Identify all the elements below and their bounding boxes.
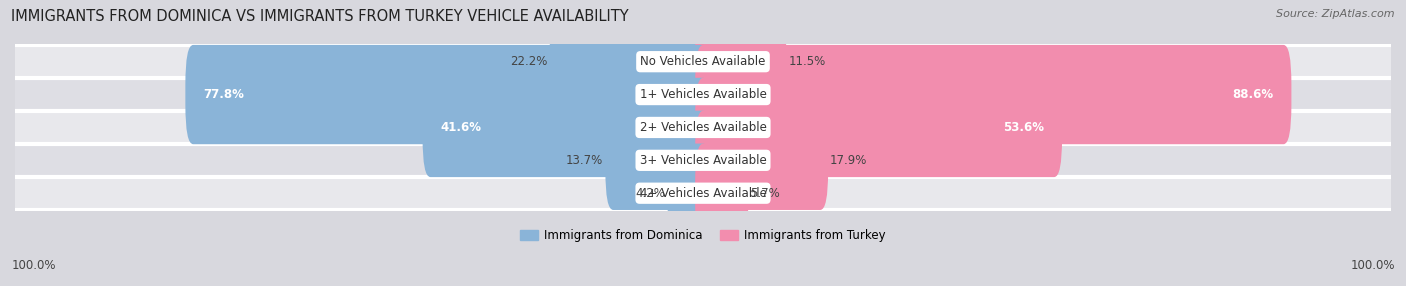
FancyBboxPatch shape [668, 144, 711, 243]
Text: 41.6%: 41.6% [440, 121, 481, 134]
FancyBboxPatch shape [15, 144, 1391, 177]
FancyBboxPatch shape [15, 177, 1391, 210]
Text: 4+ Vehicles Available: 4+ Vehicles Available [640, 187, 766, 200]
Text: 88.6%: 88.6% [1233, 88, 1274, 101]
Text: 11.5%: 11.5% [789, 55, 825, 68]
Text: 22.2%: 22.2% [510, 55, 548, 68]
Text: 1+ Vehicles Available: 1+ Vehicles Available [640, 88, 766, 101]
FancyBboxPatch shape [423, 78, 711, 177]
FancyBboxPatch shape [606, 111, 711, 210]
Text: IMMIGRANTS FROM DOMINICA VS IMMIGRANTS FROM TURKEY VEHICLE AVAILABILITY: IMMIGRANTS FROM DOMINICA VS IMMIGRANTS F… [11, 9, 628, 23]
Text: 53.6%: 53.6% [1004, 121, 1045, 134]
FancyBboxPatch shape [15, 111, 1391, 144]
FancyBboxPatch shape [695, 78, 1062, 177]
Text: Source: ZipAtlas.com: Source: ZipAtlas.com [1277, 9, 1395, 19]
FancyBboxPatch shape [695, 45, 1291, 144]
FancyBboxPatch shape [695, 144, 748, 243]
Text: No Vehicles Available: No Vehicles Available [640, 55, 766, 68]
Text: 13.7%: 13.7% [567, 154, 603, 167]
Text: 3+ Vehicles Available: 3+ Vehicles Available [640, 154, 766, 167]
Text: 17.9%: 17.9% [830, 154, 868, 167]
Text: 77.8%: 77.8% [202, 88, 243, 101]
FancyBboxPatch shape [550, 12, 711, 111]
Legend: Immigrants from Dominica, Immigrants from Turkey: Immigrants from Dominica, Immigrants fro… [520, 229, 886, 242]
Text: 2+ Vehicles Available: 2+ Vehicles Available [640, 121, 766, 134]
FancyBboxPatch shape [695, 12, 786, 111]
FancyBboxPatch shape [15, 78, 1391, 111]
Text: 100.0%: 100.0% [1350, 259, 1395, 272]
Text: 4.2%: 4.2% [636, 187, 665, 200]
FancyBboxPatch shape [186, 45, 711, 144]
FancyBboxPatch shape [15, 45, 1391, 78]
Text: 100.0%: 100.0% [11, 259, 56, 272]
FancyBboxPatch shape [695, 111, 828, 210]
Text: 5.7%: 5.7% [751, 187, 780, 200]
